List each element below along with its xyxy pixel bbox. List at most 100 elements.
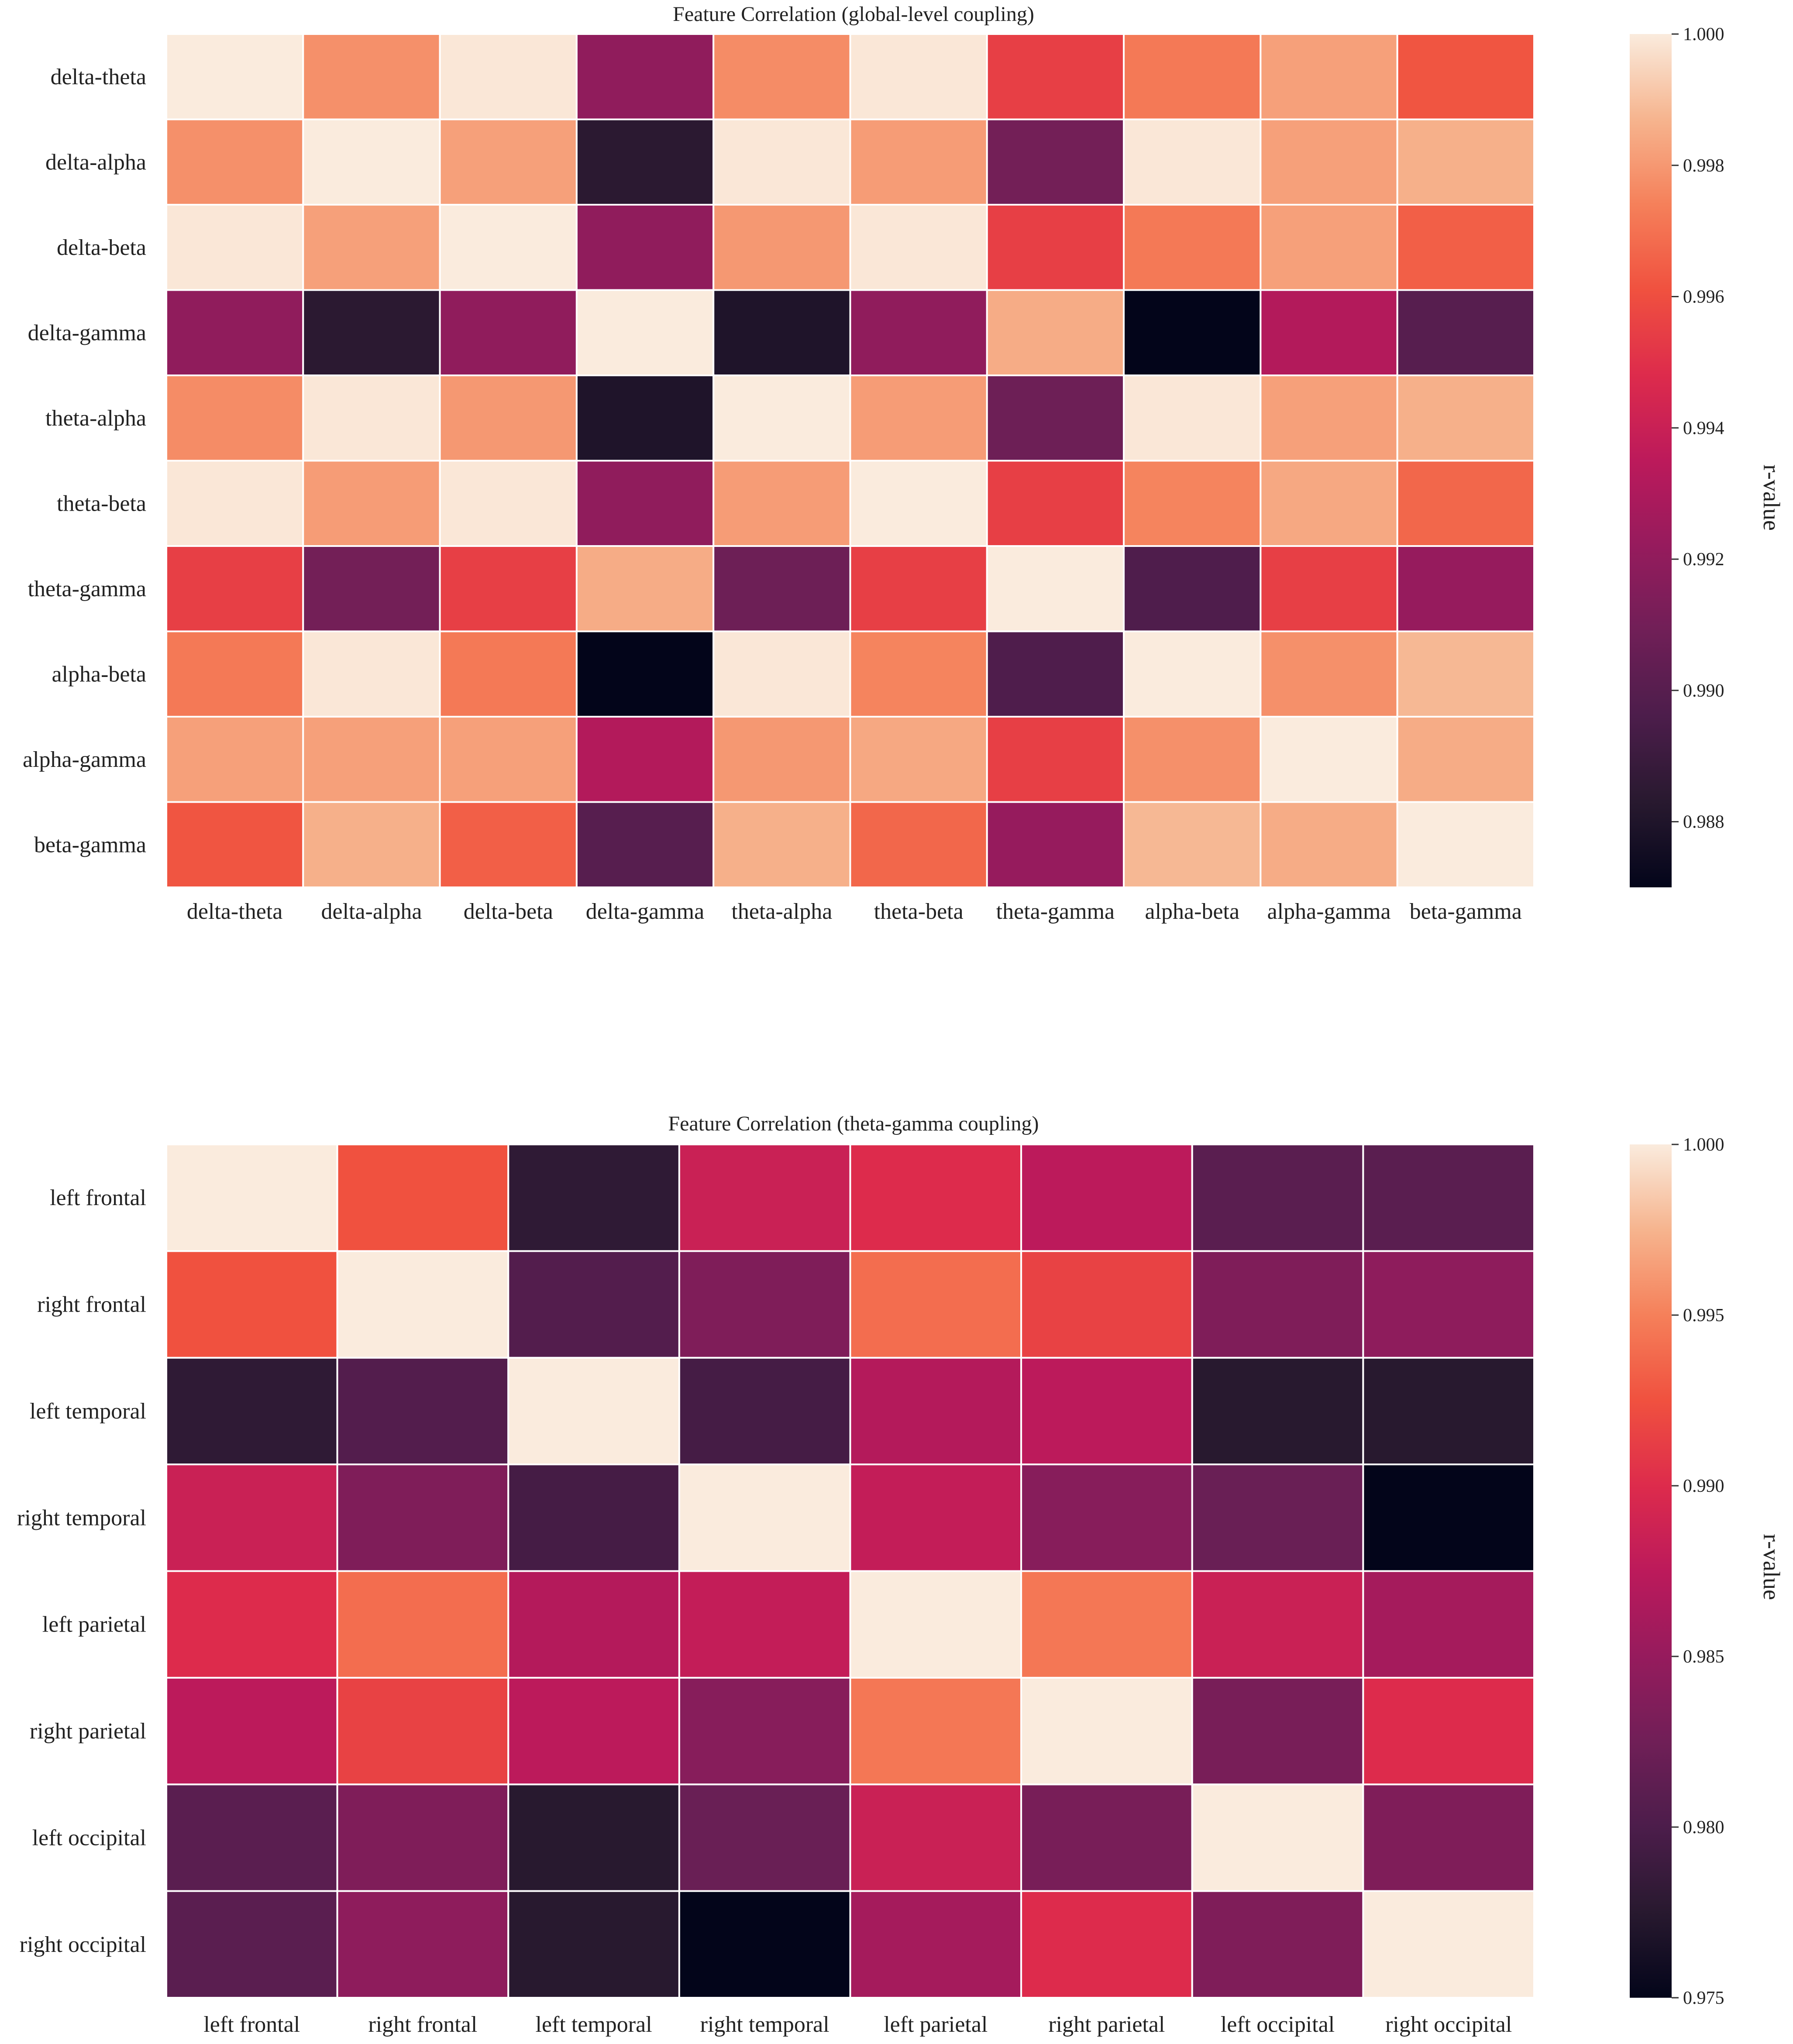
heatmap-cell-right-occipital-left-frontal (165, 1890, 338, 1999)
heatmap-cell-alpha-beta-theta-beta (849, 630, 988, 718)
heatmap-cell-theta-gamma-delta-theta (165, 545, 304, 632)
heatmap-cell-right-temporal-right-frontal (336, 1463, 509, 1572)
heatmap-cell-theta-beta-beta-gamma (1396, 460, 1535, 547)
heatmap-cell-theta-gamma-delta-gamma (575, 545, 715, 632)
row-label: left parietal (42, 1612, 146, 1637)
colorbar-ticks-global: 1.000 0.998 0.996 0.994 0.992 0.990 0.988 (1672, 24, 1724, 832)
heatmap-cell-theta-gamma-theta-beta (849, 545, 988, 632)
heatmap-cell-right-temporal-right-occipital (1362, 1463, 1535, 1572)
heatmap-cell-right-occipital-right-frontal (336, 1890, 509, 1999)
heatmap-cell-right-occipital-left-parietal (849, 1890, 1022, 1999)
heatmap-cell-right-parietal-left-frontal (165, 1676, 338, 1786)
colorbar-tick-label: 0.988 (1683, 812, 1724, 832)
col-label: beta-gamma (1410, 899, 1522, 924)
heatmap-cell-delta-alpha-delta-alpha (302, 118, 441, 206)
row-label: right parietal (30, 1719, 146, 1744)
heatmap-cell-left-occipital-left-temporal (507, 1783, 680, 1892)
heatmap-cell-left-occipital-right-occipital (1362, 1783, 1535, 1892)
heatmap-cell-theta-gamma-delta-alpha (302, 545, 441, 632)
heatmap-cell-theta-gamma-alpha-gamma (1260, 545, 1398, 632)
heatmap-cell-delta-gamma-theta-alpha (712, 289, 851, 376)
heatmap-cell-alpha-beta-delta-alpha (302, 630, 441, 718)
heatmap-cell-left-parietal-right-temporal (678, 1570, 851, 1679)
heatmap-cell-right-frontal-left-occipital (1191, 1250, 1364, 1359)
heatmap-cell-delta-beta-delta-alpha (302, 204, 441, 291)
heatmap-cell-left-frontal-right-temporal (678, 1144, 851, 1252)
heatmap-cell-alpha-beta-alpha-beta (1123, 630, 1262, 718)
heatmap-cell-left-temporal-left-frontal (165, 1357, 338, 1466)
heatmap-cell-theta-alpha-theta-alpha (712, 374, 851, 462)
row-label: right occipital (20, 1932, 146, 1957)
row-label: right frontal (37, 1292, 146, 1317)
heatmap-cell-delta-theta-theta-beta (849, 33, 988, 120)
heatmap-cell-right-parietal-right-temporal (678, 1676, 851, 1786)
col-label: right occipital (1385, 2012, 1512, 2037)
heatmap-cell-right-frontal-right-frontal (336, 1250, 509, 1359)
heatmap-cell-theta-beta-delta-gamma (575, 460, 715, 547)
colorbar-ticks-theta-gamma: 1.000 0.995 0.990 0.985 0.980 0.975 (1672, 1135, 1724, 2008)
heatmap-cell-theta-alpha-beta-gamma (1396, 374, 1535, 462)
heatmap-cell-left-frontal-left-parietal (849, 1144, 1022, 1252)
heatmap-cell-beta-gamma-delta-alpha (302, 801, 441, 888)
col-label: left temporal (536, 2012, 652, 2037)
heatmap-cell-theta-gamma-theta-alpha (712, 545, 851, 632)
heatmap-cell-left-temporal-left-temporal (507, 1357, 680, 1466)
heatmap-cell-left-frontal-left-occipital (1191, 1144, 1364, 1252)
heatmap-cell-right-frontal-right-temporal (678, 1250, 851, 1359)
heatmap-cell-left-parietal-left-occipital (1191, 1570, 1364, 1679)
heatmap-cell-delta-alpha-theta-alpha (712, 118, 851, 206)
heatmap-cell-right-parietal-left-parietal (849, 1676, 1022, 1786)
heatmap-cell-beta-gamma-alpha-gamma (1260, 801, 1398, 888)
heatmap-cell-right-parietal-left-occipital (1191, 1676, 1364, 1786)
colorbar-label-global: r-value (1759, 464, 1785, 531)
col-label: left occipital (1221, 2012, 1335, 2037)
heatmap-cell-theta-alpha-alpha-gamma (1260, 374, 1398, 462)
row-label: delta-beta (57, 235, 146, 260)
heatmap-cell-beta-gamma-theta-gamma (986, 801, 1125, 888)
heatmap-cell-delta-alpha-delta-gamma (575, 118, 715, 206)
heatmap-cell-theta-beta-theta-alpha (712, 460, 851, 547)
heatmap-cell-delta-theta-alpha-gamma (1260, 33, 1398, 120)
heatmap-cell-delta-gamma-delta-alpha (302, 289, 441, 376)
heatmap-cell-alpha-gamma-delta-beta (439, 716, 578, 803)
heatmap-cell-left-frontal-right-occipital (1362, 1144, 1535, 1252)
heatmap-cell-delta-gamma-delta-gamma (575, 289, 715, 376)
row-label: theta-gamma (28, 577, 146, 601)
row-label: alpha-gamma (23, 747, 146, 772)
heatmap-cell-delta-theta-delta-alpha (302, 33, 441, 120)
heatmap-cell-alpha-gamma-theta-alpha (712, 716, 851, 803)
heatmap-cell-delta-gamma-theta-beta (849, 289, 988, 376)
heatmap-cell-delta-beta-theta-beta (849, 204, 988, 291)
heatmap-cell-alpha-beta-delta-theta (165, 630, 304, 718)
col-labels-theta-gamma: left frontal right frontal left temporal ri… (203, 2012, 1512, 2037)
heatmap-cell-left-temporal-right-parietal (1020, 1357, 1193, 1466)
heatmap-cell-theta-beta-alpha-beta (1123, 460, 1262, 547)
heatmap-cell-right-temporal-left-frontal (165, 1463, 338, 1572)
colorbar-tick-label: 0.994 (1683, 418, 1724, 438)
heatmap-cell-right-frontal-right-parietal (1020, 1250, 1193, 1359)
heatmap-cell-delta-theta-delta-beta (439, 33, 578, 120)
heatmap-cell-delta-alpha-beta-gamma (1396, 118, 1535, 206)
heatmap-cell-theta-alpha-delta-alpha (302, 374, 441, 462)
row-label: theta-beta (57, 491, 146, 516)
row-label: theta-alpha (45, 406, 146, 431)
row-label: alpha-beta (52, 662, 146, 687)
heatmap-cell-left-frontal-right-parietal (1020, 1144, 1193, 1252)
heatmap-cell-right-frontal-left-frontal (165, 1250, 338, 1359)
heatmap-cell-delta-gamma-delta-beta (439, 289, 578, 376)
heatmap-cell-left-temporal-right-frontal (336, 1357, 509, 1466)
heatmap-cell-left-occipital-right-temporal (678, 1783, 851, 1892)
heatmap-cell-right-occipital-right-parietal (1020, 1890, 1193, 1999)
heatmap-cell-right-occipital-right-temporal (678, 1890, 851, 1999)
heatmap-cell-delta-alpha-delta-beta (439, 118, 578, 206)
colorbar-tick-label: 0.995 (1683, 1305, 1724, 1326)
heatmap-cell-theta-alpha-delta-gamma (575, 374, 715, 462)
col-label: right frontal (368, 2012, 477, 2037)
heatmap-cell-delta-beta-delta-theta (165, 204, 304, 291)
heatmap-cell-theta-gamma-delta-beta (439, 545, 578, 632)
colorbar-global (1630, 34, 1672, 887)
heatmap-cell-theta-beta-delta-beta (439, 460, 578, 547)
heatmap-cell-left-temporal-left-parietal (849, 1357, 1022, 1466)
heatmap-cell-theta-alpha-theta-gamma (986, 374, 1125, 462)
colorbar-tick-label: 0.990 (1683, 1476, 1724, 1496)
